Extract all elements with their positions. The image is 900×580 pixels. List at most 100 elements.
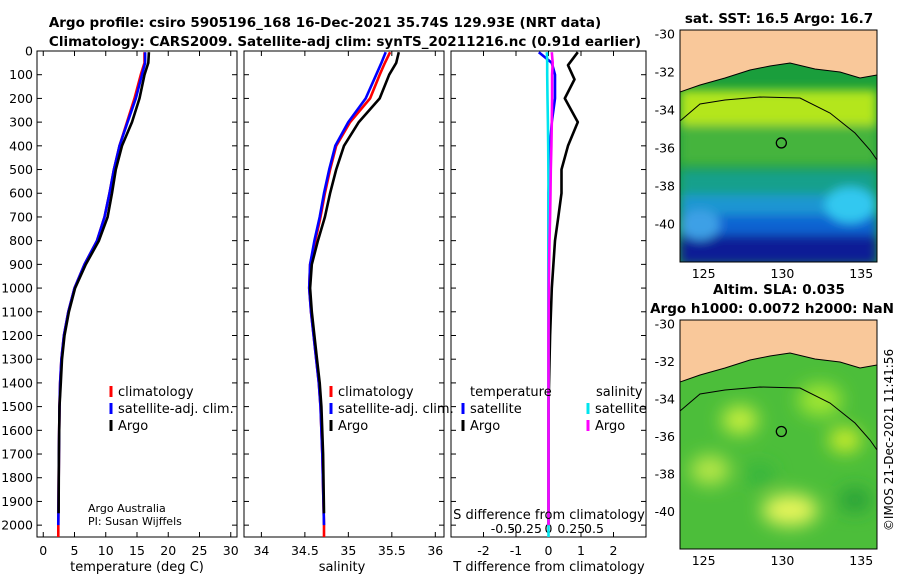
legend-label-argo: Argo	[118, 419, 148, 434]
legend-title-temperature: temperature	[470, 385, 552, 400]
xtick-label: -2	[477, 543, 489, 558]
sst-map	[679, 29, 878, 263]
xtick-label: 35	[340, 543, 356, 558]
map-ytick-label: -40	[655, 504, 675, 519]
ytick-label: 1600	[1, 423, 33, 438]
ytick-label: 1300	[1, 352, 33, 367]
sla-map-contour	[680, 386, 877, 451]
xtick-label: 10	[98, 543, 114, 558]
ytick-label: 500	[9, 162, 33, 177]
map-ytick-label: -32	[655, 64, 675, 79]
ytick-label: 1500	[1, 399, 33, 414]
figure-title-line2: Climatology: CARS2009. Satellite-adj cli…	[49, 34, 641, 50]
ytick-label: 2000	[1, 518, 33, 533]
series-line-argo	[57, 52, 151, 514]
salinity-legend: climatology satellite-adj. clim. Argo	[329, 385, 454, 434]
legend-title-salinity: salinity	[596, 385, 643, 400]
difference-legend: temperature satellite Argo salinity sate…	[461, 385, 647, 434]
ytick-label: 700	[9, 209, 33, 224]
figure-title-line1: Argo profile: csiro 5905196_168 16-Dec-2…	[49, 15, 601, 31]
xtick-label: 0	[39, 543, 47, 558]
ytick-label: 1000	[1, 281, 33, 296]
ytick-label: 900	[9, 257, 33, 272]
map-xtick-label: 125	[692, 553, 716, 568]
xtick2-label: -0.5	[491, 521, 515, 536]
map-ytick-label: -34	[655, 102, 675, 117]
series-line-t-argo	[547, 51, 580, 526]
map-ytick-label: -36	[655, 429, 675, 444]
map-xtick-label: 130	[771, 266, 795, 281]
legend-label-s-argo: Argo	[595, 419, 625, 434]
sla-map-frame	[679, 319, 878, 550]
sla-map-argo-marker	[775, 425, 787, 438]
map-xtick-label: 130	[771, 553, 795, 568]
map-ytick-label: -40	[655, 216, 675, 231]
temperature-legend: climatology satellite-adj. clim. Argo	[109, 385, 234, 434]
map-xtick-label: 125	[692, 266, 716, 281]
credit-line2: PI: Susan Wijffels	[88, 515, 182, 528]
xtick-label: 34	[253, 543, 269, 558]
ytick-label: 100	[9, 67, 33, 82]
legend-label-argo: Argo	[338, 419, 368, 434]
xtick-label: 0	[545, 543, 553, 558]
xtick-label: 25	[192, 543, 208, 558]
sla-map-land	[680, 320, 877, 383]
ytick-label: 600	[9, 186, 33, 201]
ytick-label: 200	[9, 91, 33, 106]
salinity-axes	[243, 50, 445, 538]
ytick-label: 1100	[1, 304, 33, 319]
ytick-label: 1400	[1, 375, 33, 390]
temperature-xlabel: temperature (deg C)	[70, 560, 204, 575]
ytick-label: 1700	[1, 447, 33, 462]
map-ytick-label: -38	[655, 466, 675, 481]
xtick2-label: -0.25	[510, 521, 542, 536]
timestamp: ©IMOS 21-Dec-2021 11:41:56	[882, 349, 896, 531]
temperature-axes	[36, 50, 238, 538]
xtick-label: 20	[160, 543, 176, 558]
ytick-label: 0	[25, 44, 33, 59]
sla-map-title-line2: Argo h1000: 0.0072 h2000: NaN	[650, 301, 894, 317]
legend-label-climatology: climatology	[118, 385, 194, 400]
series-line-argo	[308, 51, 401, 514]
xtick2-label: 0.5	[584, 521, 604, 536]
ytick-label: 1800	[1, 470, 33, 485]
ytick-label: 400	[9, 138, 33, 153]
xtick-label: 15	[129, 543, 145, 558]
ytick-label: 1900	[1, 494, 33, 509]
sst-map-frame	[679, 29, 878, 263]
s-difference-xlabel: S difference from climatology	[453, 508, 645, 523]
legend-label-satellite: satellite-adj. clim.	[338, 402, 454, 417]
credit-line1: Argo Australia	[88, 502, 166, 515]
map-ytick-label: -34	[655, 391, 675, 406]
sst-map-contour	[680, 96, 877, 161]
map-ytick-label: -30	[655, 26, 675, 41]
ytick-label: 300	[9, 115, 33, 130]
xtick2-label: 0.25	[557, 521, 585, 536]
sst-map-title: sat. SST: 16.5 Argo: 16.7	[685, 11, 873, 27]
map-ytick-label: -32	[655, 354, 675, 369]
sst-map-argo-marker	[775, 137, 787, 149]
xtick-label: 35.5	[378, 543, 406, 558]
map-xtick-label: 135	[849, 553, 873, 568]
ytick-label: 800	[9, 233, 33, 248]
xtick-label: 36	[427, 543, 443, 558]
ytick-label: 1200	[1, 328, 33, 343]
xtick-label: -1	[510, 543, 522, 558]
legend-label-satellite: satellite-adj. clim.	[118, 402, 234, 417]
legend-label-t-argo: Argo	[470, 419, 500, 434]
difference-xlabel: T difference from climatology	[452, 560, 645, 575]
salinity-xlabel: salinity	[319, 560, 366, 575]
legend-label-climatology: climatology	[338, 385, 414, 400]
map-ytick-label: -30	[655, 316, 675, 331]
sla-map-title: Altim. SLA: 0.035	[713, 282, 845, 298]
map-ytick-label: -36	[655, 140, 675, 155]
legend-label-t-satellite: satellite	[470, 402, 522, 417]
xtick-label: 34.5	[291, 543, 319, 558]
sst-map-land	[680, 30, 877, 93]
map-xtick-label: 135	[849, 266, 873, 281]
sla-map	[679, 319, 878, 550]
xtick-label: 1	[577, 543, 585, 558]
xtick-label: 5	[71, 543, 79, 558]
xtick-label: 30	[223, 543, 239, 558]
